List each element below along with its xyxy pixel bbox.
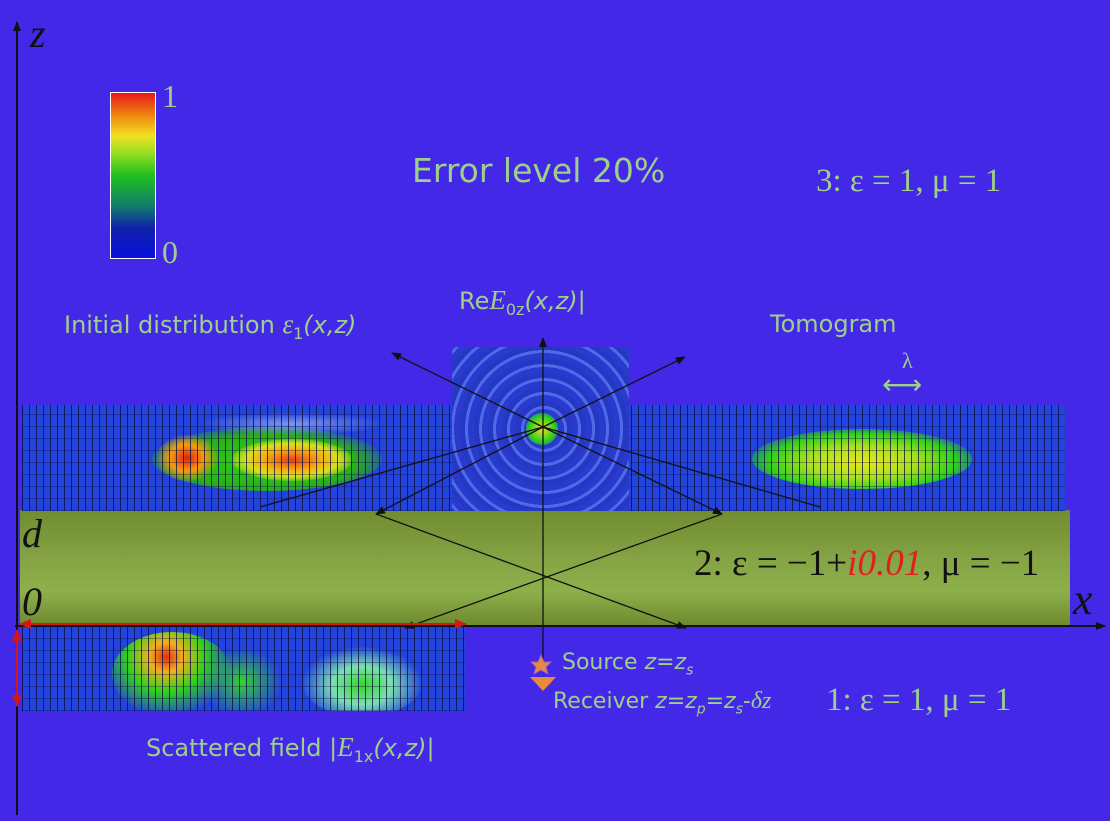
initial-distribution-label: Initial distribution ε1(x,z) (64, 309, 356, 343)
medium-3-label: 3: ε = 1, μ = 1 (816, 163, 1002, 199)
ray-inner-left (259, 426, 544, 508)
z-axis-label: z (30, 11, 46, 56)
lambda-label: λ (902, 348, 913, 373)
scattered-mesh (22, 627, 465, 711)
medium-1-label: 1: ε = 1, μ = 1 (826, 682, 1012, 718)
initial-eps: ε (282, 309, 294, 339)
medium-2-imag: i0.01 (847, 543, 923, 584)
ray-slab-left (404, 513, 723, 629)
d-label: d (22, 511, 42, 556)
colorbar (110, 92, 156, 259)
source-label: Source z=zs (562, 650, 693, 678)
receiver-eq2: =z (705, 689, 736, 714)
scattered-field-label: Scattered field |E1x(x,z)| (146, 732, 435, 766)
medium-2-suffix: , μ = −1 (922, 543, 1040, 584)
colorbar-max-label: 1 (162, 78, 178, 114)
re-prefix: Re (459, 287, 490, 315)
ray-upper-right (542, 356, 686, 428)
scattered-args: (x,z) (373, 734, 427, 762)
receiver-eq1: z=z (655, 689, 697, 714)
ray-inner-right (542, 426, 821, 508)
scattered-sub: 1x (353, 746, 374, 766)
slab-medium-2 (20, 510, 1070, 626)
error-level-label: Error level 20% (412, 151, 666, 190)
zero-label: 0 (22, 579, 42, 624)
source-star-icon (529, 653, 553, 676)
scattered-text: Scattered field (146, 734, 330, 762)
colorbar-min-label: 0 (162, 234, 178, 270)
scattered-bar1: | (329, 734, 338, 762)
ray-lower-left (375, 426, 544, 515)
re-E: E (489, 285, 506, 315)
receiver-text: Receiver (553, 689, 656, 714)
receiver-sub1: p (696, 701, 706, 718)
ray-lower-right (542, 426, 723, 515)
scattered-field-panel (22, 627, 465, 711)
lambda-arrow-icon: ⟷ (882, 368, 923, 401)
re-args: (x,z) (524, 287, 578, 315)
source-field-core (526, 413, 558, 445)
medium-2-label: 2: ε = −1+i0.01, μ = −1 (694, 542, 1039, 585)
medium-2-prefix: 2: ε = −1+ (694, 543, 848, 584)
receiver-sub2: s (735, 701, 743, 718)
re-bar: | (577, 287, 586, 315)
receiver-label: Receiver z=zp=zs-δz (553, 688, 771, 717)
scattered-E: E (337, 732, 354, 762)
initial-text: Initial distribution (64, 311, 283, 339)
re-sub: 0z (505, 299, 525, 319)
initial-args: (x,z) (303, 311, 357, 339)
receiver-eq3: - (742, 689, 751, 714)
receiver-triangle-icon (530, 677, 556, 691)
source-text: Source (562, 650, 645, 675)
tomogram-label: Tomogram (770, 310, 897, 338)
scattered-bar2: | (426, 734, 435, 762)
initial-sub: 1 (293, 323, 304, 343)
receiver-delta: δz (750, 688, 772, 714)
source-eq: z=z (644, 650, 687, 675)
ray-slab-right (375, 513, 687, 629)
x-axis-label: x (1073, 575, 1093, 624)
re-field-label: ReE0z(x,z)| (459, 285, 586, 319)
ray-upper-left (391, 352, 544, 428)
source-sub: s (686, 662, 694, 679)
